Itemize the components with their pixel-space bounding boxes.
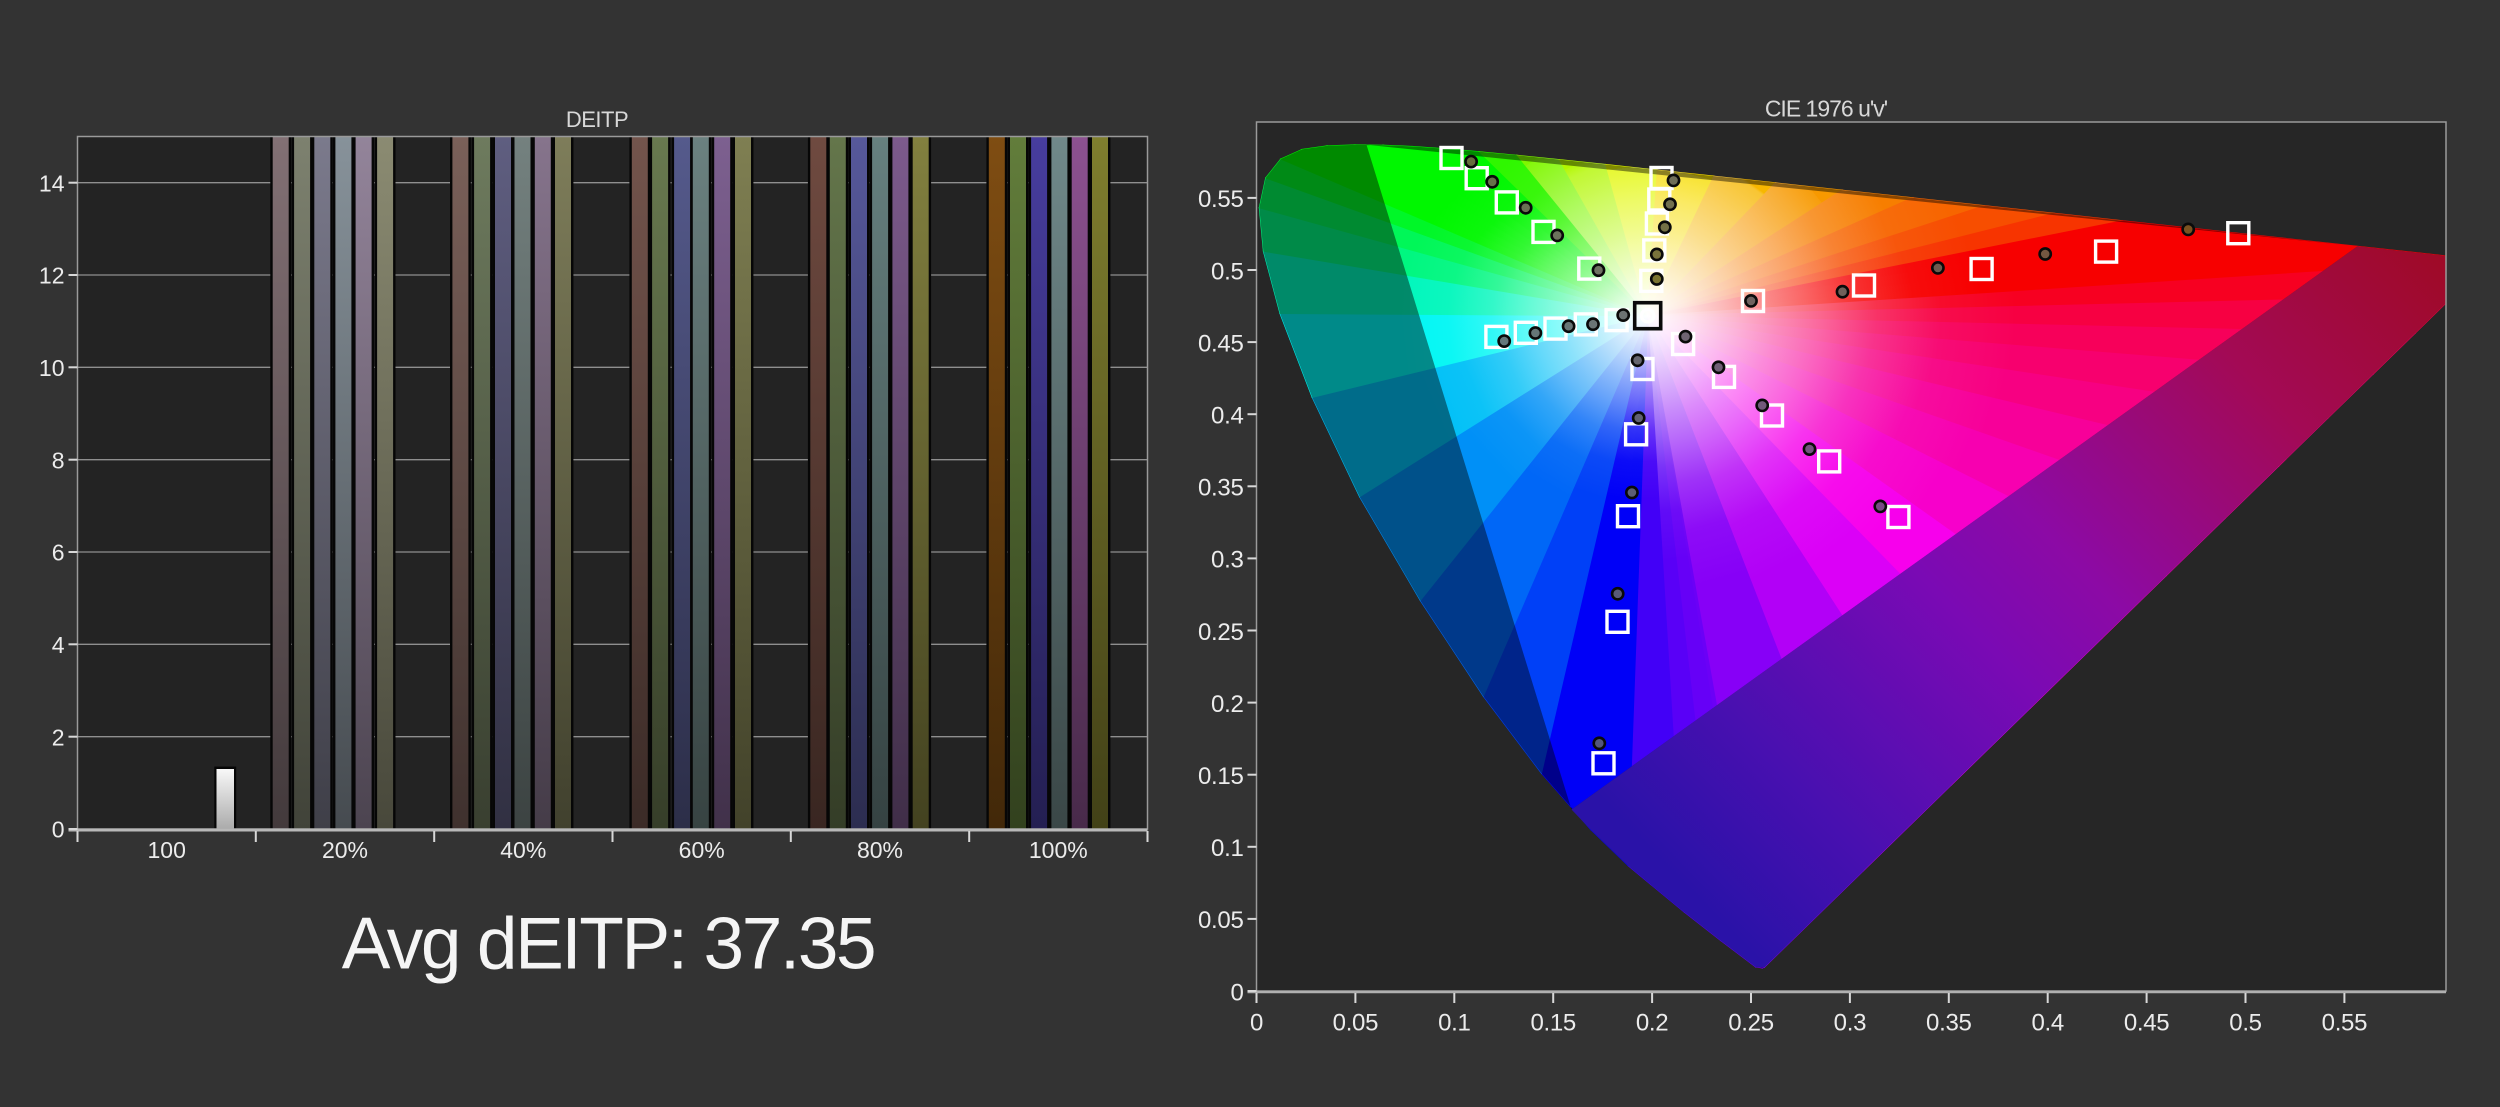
svg-text:0.2: 0.2 <box>1211 691 1243 718</box>
svg-text:0: 0 <box>52 817 65 843</box>
svg-text:0.35: 0.35 <box>1198 475 1244 502</box>
svg-text:14: 14 <box>39 170 65 196</box>
svg-text:CIE 1976 u'v': CIE 1976 u'v' <box>1765 96 1888 122</box>
svg-text:2: 2 <box>52 724 65 750</box>
svg-text:0.55: 0.55 <box>2322 1009 2368 1036</box>
svg-text:0.4: 0.4 <box>1211 403 1243 430</box>
svg-text:10: 10 <box>39 355 65 381</box>
svg-text:8: 8 <box>52 447 65 473</box>
svg-text:0: 0 <box>1250 1009 1263 1036</box>
svg-text:0.2: 0.2 <box>1636 1009 1668 1036</box>
svg-text:0.5: 0.5 <box>2229 1009 2261 1036</box>
svg-text:100: 100 <box>148 837 186 863</box>
svg-text:0.25: 0.25 <box>1728 1009 1774 1036</box>
svg-text:0.55: 0.55 <box>1198 186 1244 213</box>
svg-text:0.5: 0.5 <box>1211 258 1243 285</box>
svg-text:4: 4 <box>52 632 65 658</box>
svg-text:20%: 20% <box>322 837 368 863</box>
svg-text:100%: 100% <box>1029 837 1088 863</box>
svg-text:0.25: 0.25 <box>1198 619 1244 646</box>
svg-text:0.15: 0.15 <box>1530 1009 1576 1036</box>
svg-text:0.05: 0.05 <box>1198 907 1244 934</box>
svg-text:0.05: 0.05 <box>1333 1009 1379 1036</box>
svg-text:6: 6 <box>52 540 65 566</box>
svg-text:80%: 80% <box>857 837 903 863</box>
svg-text:0.1: 0.1 <box>1211 835 1243 862</box>
svg-text:0.1: 0.1 <box>1438 1009 1470 1036</box>
svg-text:0.3: 0.3 <box>1211 547 1243 574</box>
svg-text:0: 0 <box>1230 979 1243 1006</box>
svg-text:0.45: 0.45 <box>1198 330 1244 357</box>
svg-text:Avg dEITP: 37.35: Avg dEITP: 37.35 <box>342 903 874 984</box>
svg-text:0.35: 0.35 <box>1926 1009 1972 1036</box>
svg-text:0.15: 0.15 <box>1198 763 1244 790</box>
svg-text:12: 12 <box>39 263 65 289</box>
svg-text:0.3: 0.3 <box>1834 1009 1866 1036</box>
svg-text:60%: 60% <box>679 837 725 863</box>
svg-text:DEITP: DEITP <box>566 107 628 132</box>
svg-text:0.4: 0.4 <box>2031 1009 2063 1036</box>
svg-text:0.45: 0.45 <box>2124 1009 2170 1036</box>
svg-text:40%: 40% <box>500 837 546 863</box>
